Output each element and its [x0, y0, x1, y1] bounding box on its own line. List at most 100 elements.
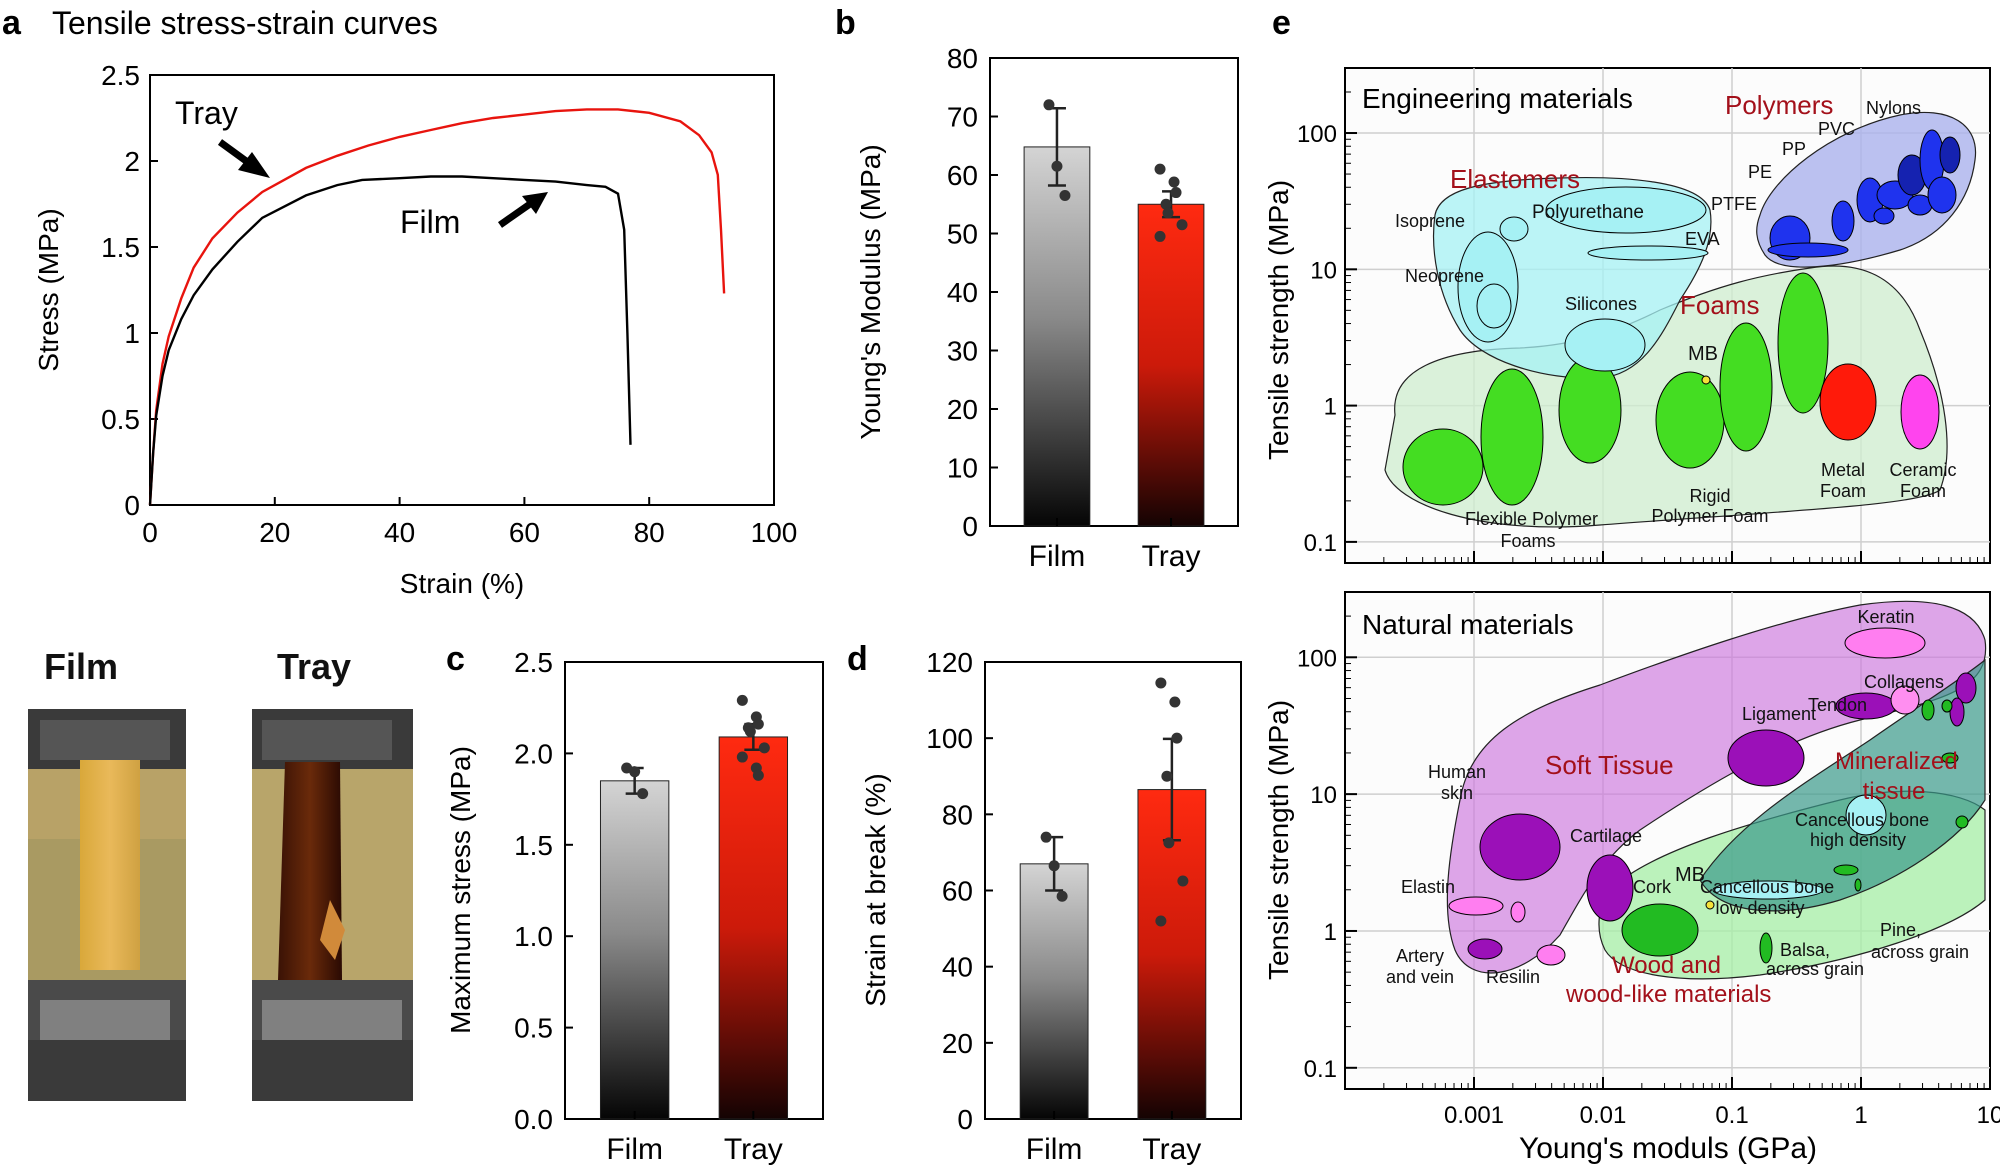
panel-d-letter: d	[847, 640, 868, 678]
material-label: Polyurethane	[1532, 202, 1644, 223]
material-label: Elastomers	[1450, 164, 1580, 194]
x-tick-label: 40	[384, 517, 415, 548]
material-label: PP	[1782, 139, 1806, 159]
data-point	[752, 769, 764, 781]
tray-photo-label: Tray	[277, 646, 352, 687]
material-label: Soft Tissue	[1545, 750, 1674, 780]
y-tick-label: 10	[1310, 257, 1337, 284]
material-label: PE	[1748, 162, 1772, 182]
elastomer-ellipses	[1457, 186, 1709, 372]
material-label: Foams	[1680, 290, 1759, 320]
panel-a-letter: a	[2, 4, 22, 42]
panel-c-letter: c	[446, 640, 465, 678]
material-label: skin	[1441, 783, 1473, 803]
y-tick-label: 0.1	[1304, 1056, 1337, 1083]
y-tick-label: 70	[947, 102, 978, 133]
y-tick-label: 100	[926, 723, 973, 754]
data-point	[1154, 163, 1166, 175]
data-point	[1056, 890, 1068, 902]
y-tick-label: 60	[947, 160, 978, 191]
material-label: Keratin	[1857, 607, 1914, 627]
film-photo	[28, 709, 186, 1101]
panel-d-ylabel: Strain at break (%)	[860, 773, 891, 1006]
panel-a-stress-strain: a Tensile stress-strain curves 0 0.5 1 1.5 2…	[2, 4, 797, 599]
y-tick-label: 0.5	[101, 404, 140, 435]
film-annotation: Film	[400, 204, 460, 240]
engineering-title: Engineering materials	[1362, 83, 1633, 114]
panel-b-chart-marks: 0 10 20 30 40 50 60 70 80 Film Tray	[947, 43, 1205, 573]
material-label: and vein	[1386, 967, 1454, 987]
data-point	[1170, 187, 1182, 199]
y-tick-label: 10	[947, 453, 978, 484]
material-label: Nylons	[1866, 98, 1921, 118]
y-tick-label: 50	[947, 219, 978, 250]
panel-b-ylabel: Young's Modulus (MPa)	[855, 144, 886, 439]
film-curve	[148, 175, 632, 506]
panel-a-series	[148, 108, 726, 506]
data-point	[736, 751, 748, 763]
material-label: Wood and	[1612, 952, 1721, 979]
film-photo-label: Film	[44, 646, 119, 687]
tray-bar	[718, 736, 789, 1120]
material-label: across grain	[1766, 959, 1864, 979]
y-tick-label: 1.5	[101, 232, 140, 263]
material-label: Foam	[1820, 481, 1866, 501]
film-bar	[1019, 863, 1089, 1120]
material-label: Isoprene	[1395, 211, 1465, 231]
tray-annotation: Tray	[175, 95, 238, 131]
engineering-labels: Polymers Nylons PVC PP PE PTFE Elastomers Polyu…	[1395, 90, 1957, 551]
y-tick-label: 40	[942, 952, 973, 983]
natural-ellipses	[1448, 627, 1977, 966]
x-tick-label: 0.1	[1715, 1102, 1748, 1129]
material-label: low density	[1715, 898, 1804, 918]
data-point	[629, 766, 641, 778]
material-label: Mineralized	[1835, 748, 1958, 775]
data-point	[1154, 230, 1166, 242]
tray-category-label: Tray	[724, 1133, 783, 1166]
panel-d-chart-marks: 0 20 40 60 80 100 120 Film Tray	[926, 647, 1207, 1166]
natural-ticks: 0.1 1 10 100 0.001 0.01 0.1 1 10	[1297, 615, 2000, 1129]
data-point	[736, 694, 748, 706]
y-tick-label: 20	[947, 394, 978, 425]
data-point	[758, 742, 770, 754]
panel-b-letter: b	[835, 4, 856, 42]
data-point	[1059, 189, 1071, 201]
specimen-photos	[28, 709, 413, 1101]
material-label: Balsa,	[1780, 940, 1830, 960]
panel-e-letter: e	[1272, 4, 1291, 42]
x-tick-label: 60	[509, 517, 540, 548]
material-label: across grain	[1871, 942, 1969, 962]
material-label: tissue	[1863, 778, 1926, 805]
material-label: Polymer Foam	[1651, 506, 1768, 526]
y-tick-label: 60	[942, 876, 973, 907]
material-label: Collagens	[1864, 672, 1944, 692]
y-tick-label: 120	[926, 647, 973, 678]
data-point	[1040, 831, 1052, 843]
material-label: EVA	[1685, 229, 1720, 249]
material-label: Ligament	[1742, 704, 1816, 724]
y-tick-label: 1	[1324, 394, 1337, 421]
y-tick-label: 0	[124, 490, 140, 521]
y-tick-label: 80	[947, 43, 978, 74]
x-tick-label: 1	[1854, 1102, 1867, 1129]
y-tick-label: 20	[942, 1028, 973, 1059]
material-label: Flexible Polymer	[1465, 509, 1598, 529]
data-point	[1171, 732, 1183, 744]
y-tick-label: 1	[124, 318, 140, 349]
y-tick-label: 1	[1324, 919, 1337, 946]
tray-bar	[1137, 203, 1205, 527]
x-tick-label: 0	[142, 517, 158, 548]
material-label: MB	[1675, 864, 1705, 886]
foam-ellipses	[1402, 272, 1940, 506]
data-point	[1160, 198, 1172, 210]
material-label: Pine,	[1880, 920, 1921, 940]
material-label: Cancellous bone	[1795, 810, 1929, 830]
material-label: wood-like materials	[1565, 981, 1771, 1008]
panel-a-title: Tensile stress-strain curves	[52, 5, 438, 41]
y-tick-label: 100	[1297, 121, 1337, 148]
tray-arrow-icon	[217, 139, 270, 178]
data-point	[744, 725, 756, 737]
data-point	[1048, 860, 1060, 872]
data-point	[752, 718, 764, 730]
